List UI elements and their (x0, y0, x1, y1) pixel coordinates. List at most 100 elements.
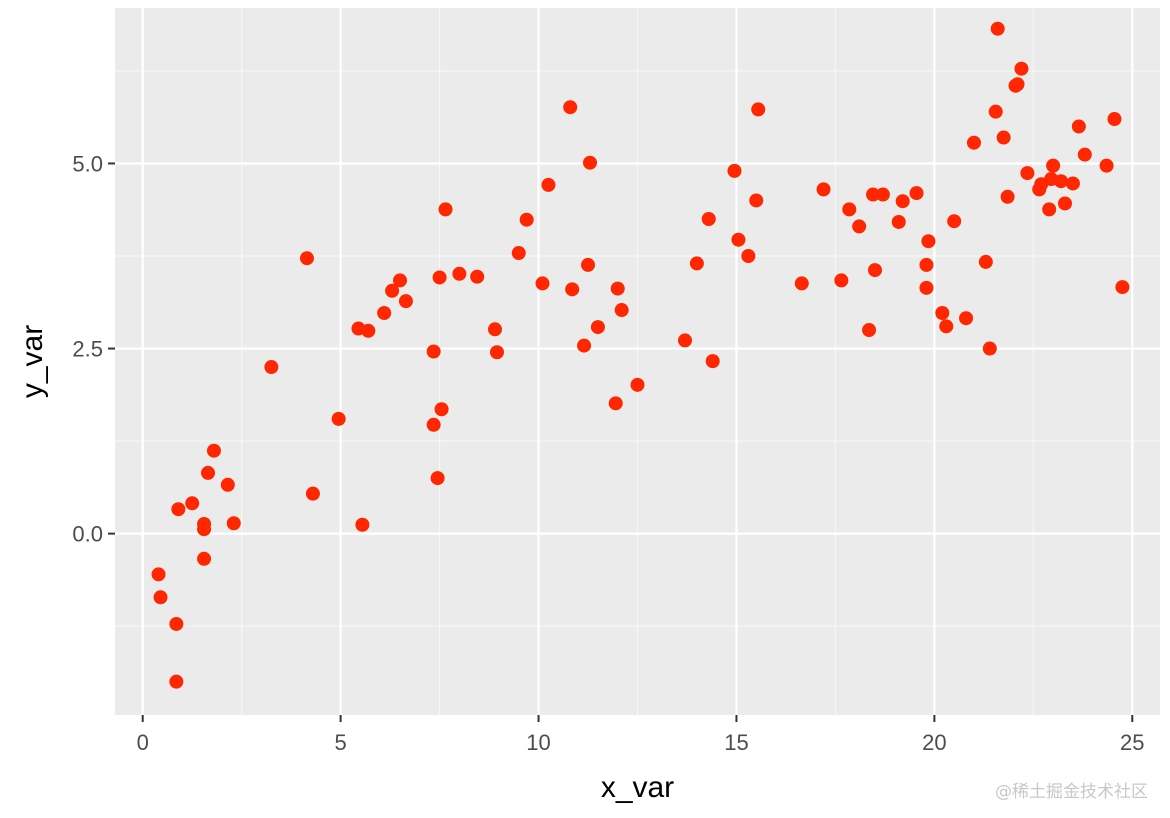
data-point (919, 280, 934, 295)
minor-gridlines (115, 8, 1160, 715)
data-point (581, 257, 596, 272)
data-point (590, 320, 605, 335)
data-point (816, 182, 831, 197)
data-point (220, 477, 235, 492)
data-point (1046, 158, 1061, 173)
data-point (1010, 77, 1025, 92)
data-point (151, 567, 166, 582)
data-point (689, 256, 704, 271)
data-point (1077, 147, 1092, 162)
data-point (264, 360, 279, 375)
y-axis: 0.0 2.5 5.0 (72, 151, 115, 547)
data-point (1058, 196, 1072, 211)
data-point (834, 273, 849, 288)
data-point (868, 263, 882, 278)
data-point (727, 163, 742, 178)
watermark-text: @稀土掘金技术社区 (995, 782, 1148, 802)
data-point (565, 282, 580, 297)
x-axis-title: x_var (601, 771, 674, 804)
data-point (541, 177, 556, 192)
data-point (895, 194, 910, 209)
data-point (171, 502, 186, 517)
data-point (731, 232, 746, 247)
data-point (978, 254, 993, 269)
data-point (432, 270, 447, 285)
data-point (921, 234, 936, 249)
data-point (430, 471, 445, 486)
data-point (966, 135, 981, 150)
data-point (197, 522, 212, 537)
data-point (1054, 174, 1069, 189)
x-axis: 0 5 10 15 20 25 (137, 715, 1145, 755)
data-point (866, 187, 881, 202)
y-axis-title: y_var (16, 325, 49, 398)
data-point (630, 377, 645, 392)
x-tick-label: 10 (526, 730, 550, 755)
data-point (990, 21, 1005, 36)
data-point (488, 322, 502, 337)
data-point (489, 345, 504, 360)
data-point (891, 214, 906, 229)
data-point (299, 251, 314, 266)
data-point (519, 212, 534, 227)
data-point (535, 276, 550, 291)
data-point (153, 590, 168, 605)
data-point (201, 465, 216, 480)
data-point (1020, 166, 1035, 181)
data-point (438, 202, 453, 217)
data-point (1000, 189, 1015, 204)
data-point (377, 306, 392, 321)
data-point (426, 417, 441, 432)
x-tick-label: 0 (137, 730, 149, 755)
data-point (452, 266, 467, 281)
data-point (749, 193, 764, 208)
data-point (842, 202, 857, 217)
x-tick-label: 15 (724, 730, 748, 755)
data-point (875, 187, 890, 202)
data-point (385, 283, 400, 298)
data-point (610, 281, 625, 296)
y-tick-label: 0.0 (72, 522, 103, 547)
data-points (151, 21, 1130, 689)
data-point (1042, 202, 1057, 217)
data-point (470, 269, 485, 284)
data-point (185, 496, 200, 511)
data-point (678, 333, 692, 348)
data-point (701, 211, 716, 226)
data-point (947, 214, 962, 229)
data-point (331, 411, 346, 426)
data-point (1014, 61, 1029, 76)
data-point (361, 323, 376, 338)
x-tick-label: 25 (1120, 730, 1144, 755)
data-point (1107, 112, 1122, 127)
x-tick-label: 20 (922, 730, 946, 755)
data-point (982, 341, 997, 356)
data-point (919, 257, 934, 272)
data-point (939, 319, 954, 334)
data-point (608, 396, 623, 411)
data-point (996, 130, 1011, 145)
data-point (935, 306, 950, 321)
data-point (355, 517, 370, 532)
major-gridlines (115, 8, 1160, 715)
data-point (511, 246, 526, 261)
data-point (1099, 158, 1114, 173)
data-point (751, 102, 766, 117)
data-point (577, 338, 592, 353)
data-point (741, 249, 756, 264)
data-point (434, 402, 449, 417)
data-point (305, 486, 320, 501)
data-point (197, 551, 212, 566)
data-point (583, 155, 597, 170)
data-point (1065, 176, 1080, 191)
data-point (169, 616, 184, 631)
data-point (614, 303, 629, 318)
data-point (852, 219, 867, 234)
data-point (398, 294, 413, 309)
data-point (426, 344, 441, 359)
data-point (563, 100, 578, 115)
y-tick-label: 5.0 (72, 151, 103, 176)
data-point (909, 186, 924, 201)
data-point (169, 674, 184, 689)
